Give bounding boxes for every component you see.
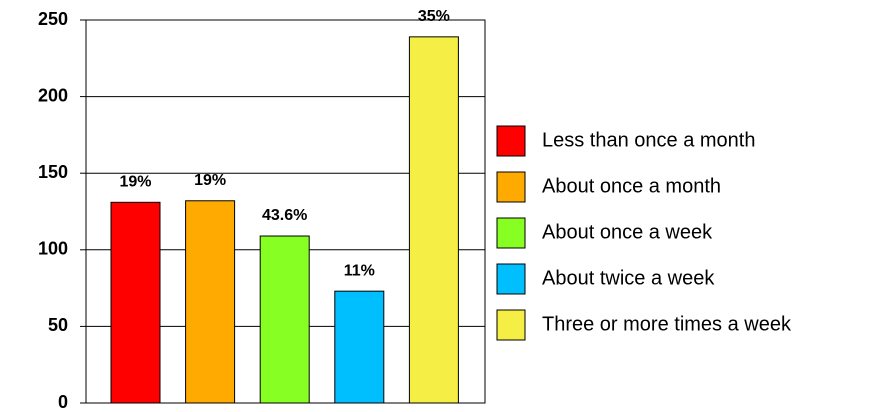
y-tick-label: 200 [38, 85, 68, 105]
legend-swatch [496, 309, 526, 341]
legend-swatch [496, 263, 526, 295]
legend-label: About twice a week [542, 267, 715, 289]
legend-label: Three or more times a week [542, 313, 792, 335]
bar [259, 235, 310, 404]
bar-annotation: 19% [119, 174, 151, 191]
legend-swatch [496, 217, 526, 249]
y-tick-label: 0 [58, 392, 68, 412]
bar [110, 201, 161, 404]
bar-annotation: 35% [418, 8, 450, 25]
bars [110, 36, 459, 404]
bar-annotation: 43.6% [262, 207, 307, 224]
y-tick-label: 150 [38, 162, 68, 182]
bar-annotation: 19% [194, 172, 226, 189]
bar [185, 200, 236, 404]
y-tick-label: 250 [38, 9, 68, 29]
legend-swatch [496, 171, 526, 203]
bar-annotation: 11% [344, 262, 375, 279]
plot-frame [85, 19, 486, 404]
bar [334, 290, 385, 404]
legend-label: About once a month [542, 175, 721, 197]
legend: Less than once a month About once a month… [496, 125, 792, 341]
legend-label: About once a week [542, 221, 713, 243]
y-tick-label: 50 [48, 315, 68, 335]
legend-swatch [496, 125, 526, 157]
legend-label: Less than once a month [542, 129, 755, 151]
y-tick-label: 100 [38, 239, 68, 259]
bar [408, 36, 459, 404]
